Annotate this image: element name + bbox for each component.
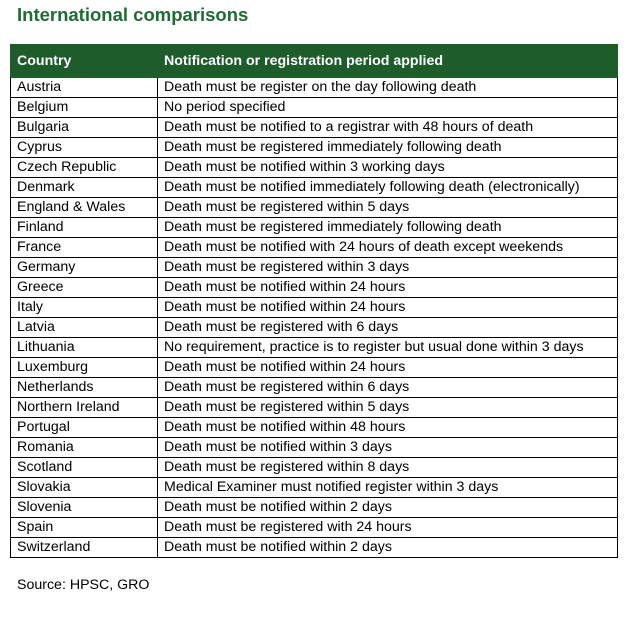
period-cell: Death must be register on the day follow… <box>157 77 618 98</box>
source-note: Source: HPSC, GRO <box>17 577 150 593</box>
period-cell: Death must be registered within 5 days <box>157 397 618 418</box>
period-cell: Death must be registered with 24 hours <box>157 517 618 538</box>
table-row: Luxemburg Death must be notified within 2… <box>10 357 618 378</box>
table-header: Country Notification or registration per… <box>10 44 618 78</box>
country-cell: Czech Republic <box>10 157 158 178</box>
period-cell: Death must be notified within 48 hours <box>157 417 618 438</box>
table-row: Slovakia Medical Examiner must notified r… <box>10 477 618 498</box>
period-cell: Death must be notified within 2 days <box>157 497 618 518</box>
country-cell: Greece <box>10 277 158 298</box>
table-row: Cyprus Death must be registered immediate… <box>10 137 618 158</box>
period-cell: Death must be notified within 24 hours <box>157 357 618 378</box>
period-cell: Death must be notified to a registrar wi… <box>157 117 618 138</box>
period-cell: Death must be registered within 3 days <box>157 257 618 278</box>
country-cell: Finland <box>10 217 158 238</box>
table-row: Romania Death must be notified within 3 d… <box>10 437 618 458</box>
country-cell: Scotland <box>10 457 158 478</box>
period-cell: Death must be notified within 3 working … <box>157 157 618 178</box>
period-cell: Death must be notified with 24 hours of … <box>157 237 618 258</box>
period-cell: Death must be notified within 3 days <box>157 437 618 458</box>
header-cell: Notification or registration period appl… <box>157 44 618 78</box>
period-cell: Death must be registered immediately fol… <box>157 217 618 238</box>
table-row: Slovenia Death must be notified within 2 … <box>10 497 618 518</box>
country-cell: Italy <box>10 297 158 318</box>
period-cell: Death must be notified within 24 hours <box>157 277 618 298</box>
period-cell: Death must be registered within 5 days <box>157 197 618 218</box>
country-cell: France <box>10 237 158 258</box>
table-row: Belgium No period specified <box>10 97 618 118</box>
table-row: Czech Republic Death must be notified wit… <box>10 157 618 178</box>
period-cell: No period specified <box>157 97 618 118</box>
table-row: France Death must be notified with 24 hou… <box>10 237 618 258</box>
period-cell: Death must be registered within 8 days <box>157 457 618 478</box>
table-row: Germany Death must be registered within 3… <box>10 257 618 278</box>
table-row: Lithuania No requirement, practice is to … <box>10 337 618 358</box>
period-cell: Death must be notified within 2 days <box>157 537 618 558</box>
table-row: Switzerland Death must be notified within… <box>10 537 618 558</box>
period-cell: Death must be notified immediately follo… <box>157 177 618 198</box>
table-row: Portugal Death must be notified within 48… <box>10 417 618 438</box>
table-row: Italy Death must be notified within 24 ho… <box>10 297 618 318</box>
header-row: Country Notification or registration per… <box>10 44 618 78</box>
period-cell: Death must be registered immediately fol… <box>157 137 618 158</box>
table-row: Finland Death must be registered immediat… <box>10 217 618 238</box>
country-cell: Bulgaria <box>10 117 158 138</box>
country-cell: Lithuania <box>10 337 158 358</box>
comparison-table: Country Notification or registration per… <box>10 44 618 558</box>
table-row: Netherlands Death must be registered with… <box>10 377 618 398</box>
table-row: Spain Death must be registered with 24 ho… <box>10 517 618 538</box>
period-cell: Medical Examiner must notified register … <box>157 477 618 498</box>
country-cell: Germany <box>10 257 158 278</box>
country-cell: Cyprus <box>10 137 158 158</box>
country-cell: Portugal <box>10 417 158 438</box>
country-cell: Romania <box>10 437 158 458</box>
country-cell: Netherlands <box>10 377 158 398</box>
header-cell: Country <box>10 44 158 78</box>
table-row: England & Wales Death must be registered … <box>10 197 618 218</box>
table-row: Bulgaria Death must be notified to a regi… <box>10 117 618 138</box>
period-cell: No requirement, practice is to register … <box>157 337 618 358</box>
country-cell: Latvia <box>10 317 158 338</box>
period-cell: Death must be registered with 6 days <box>157 317 618 338</box>
period-cell: Death must be registered within 6 days <box>157 377 618 398</box>
country-cell: Spain <box>10 517 158 538</box>
table-row: Scotland Death must be registered within … <box>10 457 618 478</box>
title: International comparisons <box>17 4 249 25</box>
table-row: Austria Death must be register on the day… <box>10 77 618 98</box>
table-row: Greece Death must be notified within 24 h… <box>10 277 618 298</box>
country-cell: Belgium <box>10 97 158 118</box>
period-cell: Death must be notified within 24 hours <box>157 297 618 318</box>
country-cell: Denmark <box>10 177 158 198</box>
table-row: Northern Ireland Death must be registered… <box>10 397 618 418</box>
country-cell: Northern Ireland <box>10 397 158 418</box>
country-cell: England & Wales <box>10 197 158 218</box>
table-row: Latvia Death must be registered with 6 da… <box>10 317 618 338</box>
country-cell: Switzerland <box>10 537 158 558</box>
table-body: Austria Death must be register on the day… <box>10 77 618 558</box>
table-row: Denmark Death must be notified immediatel… <box>10 177 618 198</box>
country-cell: Luxemburg <box>10 357 158 378</box>
country-cell: Slovakia <box>10 477 158 498</box>
country-cell: Slovenia <box>10 497 158 518</box>
country-cell: Austria <box>10 77 158 98</box>
